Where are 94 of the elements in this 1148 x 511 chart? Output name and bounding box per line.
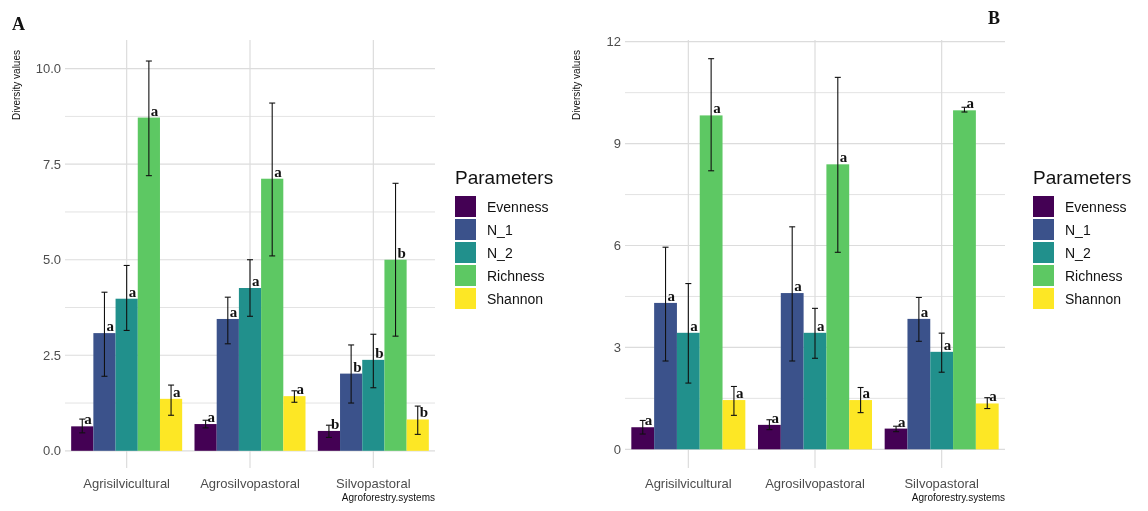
data-label: a	[898, 413, 907, 430]
bar	[216, 318, 239, 451]
bar	[930, 351, 954, 450]
bar	[93, 333, 116, 451]
bar	[849, 400, 872, 450]
y-tick-label: 0	[613, 441, 621, 457]
data-label: a	[644, 412, 653, 429]
y-tick-label: 3	[613, 339, 621, 355]
legend-label: N_2	[1065, 244, 1091, 261]
y-tick-label: 0.0	[42, 443, 61, 459]
x-tick-label: Agrisilvicultural	[644, 476, 732, 491]
bar	[384, 259, 407, 451]
bar	[884, 428, 908, 450]
bar	[803, 332, 827, 450]
data-label: a	[817, 317, 825, 334]
bar	[115, 298, 138, 451]
bar	[975, 403, 999, 450]
data-label: a	[150, 102, 159, 119]
y-tick-label: 5.0	[42, 252, 61, 268]
data-label: a	[128, 283, 137, 300]
bar	[159, 398, 183, 451]
data-label: a	[274, 163, 283, 180]
bar	[406, 419, 429, 451]
bar	[137, 117, 160, 451]
data-label: b	[397, 244, 406, 261]
bar	[907, 318, 931, 450]
x-tick-label: Agrosilvopastoral	[200, 476, 300, 491]
y-tick-label: 10.0	[35, 61, 61, 77]
data-label: a	[966, 95, 975, 112]
legend-label: N_2	[487, 244, 513, 261]
bar	[631, 427, 655, 450]
data-label: b	[419, 404, 429, 421]
data-label: a	[794, 278, 803, 295]
data-label: a	[667, 287, 676, 304]
legend-label: Evenness	[487, 198, 549, 215]
bar	[362, 359, 385, 451]
bar	[722, 400, 746, 450]
x-axis-title: Agroforestry.systems	[911, 492, 1005, 503]
bar	[71, 426, 94, 451]
legend-label: Richness	[1065, 267, 1123, 284]
data-label: a	[296, 381, 305, 398]
legend-label: Shannon	[1065, 290, 1122, 307]
bar	[283, 396, 306, 451]
y-tick-label: 7.5	[42, 156, 61, 172]
x-tick-label: Agrosilvopastoral	[765, 476, 865, 491]
bar	[826, 164, 850, 450]
bar	[194, 424, 217, 451]
bar	[758, 424, 781, 450]
bar	[340, 373, 363, 451]
data-label: a	[989, 388, 998, 405]
data-label: a	[690, 317, 699, 334]
legend-label: Richness	[487, 267, 545, 284]
bar	[238, 288, 262, 451]
bar	[317, 430, 341, 451]
bar	[780, 293, 804, 450]
data-label: a	[862, 385, 871, 402]
data-label: a	[839, 149, 848, 166]
bar	[676, 332, 700, 450]
y-axis-title: Diversity values	[571, 50, 582, 121]
data-label: a	[943, 336, 952, 353]
legend-title: Parameters	[1033, 167, 1132, 188]
data-label: a	[229, 303, 238, 320]
legend-title: Parameters	[455, 167, 554, 188]
data-label: a	[207, 409, 216, 426]
data-label: a	[173, 383, 182, 400]
x-tick-label: Agrisilvicultural	[83, 476, 171, 491]
x-tick-label: Silvopastoral	[904, 476, 979, 491]
y-tick-label: 9	[613, 136, 621, 152]
legend-label: N_1	[1065, 221, 1091, 238]
x-tick-label: Silvopastoral	[336, 476, 411, 491]
chart-title: B	[988, 8, 1001, 28]
x-axis-title: Agroforestry.systems	[341, 492, 435, 503]
bar	[654, 302, 677, 450]
y-tick-label: 12	[606, 34, 621, 50]
data-label: b	[353, 358, 362, 375]
data-label: a	[252, 273, 260, 290]
bar	[953, 110, 976, 450]
data-label: a	[735, 385, 744, 402]
data-label: b	[330, 415, 340, 432]
data-label: a	[920, 303, 929, 320]
data-label: a	[106, 318, 115, 335]
chart-title: A	[12, 14, 25, 34]
bar	[699, 115, 723, 450]
legend-label: N_1	[487, 221, 513, 238]
data-label: a	[84, 411, 93, 428]
y-axis-title: Diversity values	[11, 50, 22, 121]
data-label: a	[771, 409, 780, 426]
legend-label: Evenness	[1065, 198, 1127, 215]
y-tick-label: 2.5	[42, 347, 61, 363]
bar	[261, 178, 284, 451]
data-label: b	[375, 344, 384, 361]
data-label: a	[713, 100, 722, 117]
y-tick-label: 6	[613, 238, 621, 254]
legend-label: Shannon	[487, 290, 544, 307]
